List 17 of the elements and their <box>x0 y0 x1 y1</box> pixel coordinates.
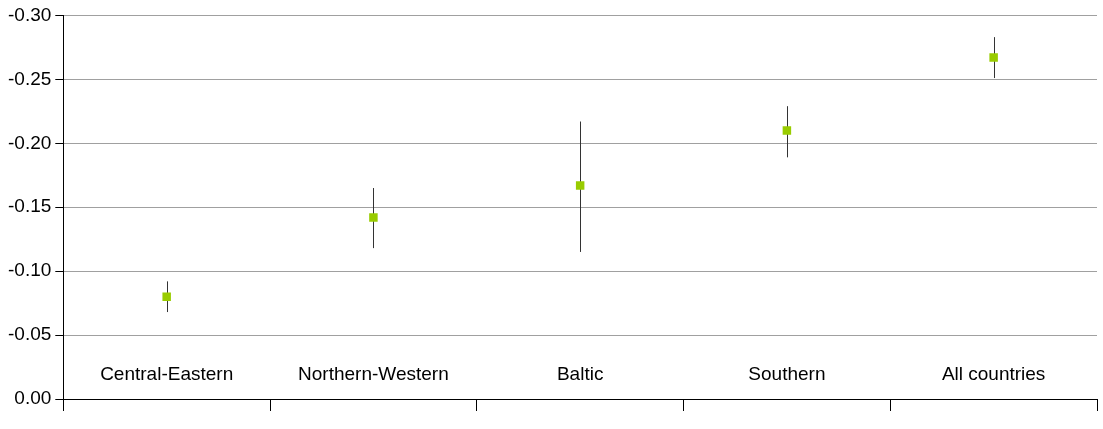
x-tick-label: All countries <box>941 362 1046 384</box>
y-tick-label: -0.20 <box>7 131 52 153</box>
y-tick-label: -0.30 <box>7 3 52 25</box>
x-tick-label: Southern <box>748 362 826 384</box>
y-tick-label: -0.10 <box>7 259 52 281</box>
x-tick-label: Northern-Western <box>298 362 449 384</box>
y-tick-label: -0.05 <box>7 323 52 345</box>
y-tick-label: -0.15 <box>7 195 52 217</box>
y-tick-label: -0.25 <box>7 67 52 89</box>
x-tick-label: Central-Eastern <box>100 362 234 384</box>
point <box>162 292 171 301</box>
point <box>575 181 585 190</box>
x-tick-label: Baltic <box>556 362 604 384</box>
point <box>989 53 998 62</box>
point <box>369 213 378 222</box>
point <box>782 126 792 135</box>
y-tick-label: 0.00 <box>14 387 52 409</box>
